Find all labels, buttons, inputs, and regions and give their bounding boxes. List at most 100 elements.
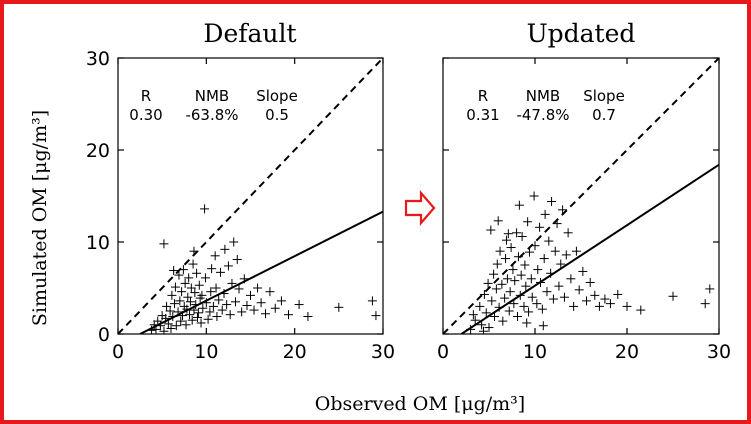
updated-point-32 — [516, 270, 526, 280]
updated-point-30 — [513, 252, 523, 262]
default-stat-value-2: 0.5 — [265, 106, 289, 124]
updated-point-69 — [582, 296, 592, 306]
updated-point-60 — [558, 205, 568, 215]
default-point-78 — [276, 296, 286, 306]
default-point-73 — [253, 283, 263, 293]
default-point-46 — [201, 298, 211, 308]
updated-point-48 — [537, 304, 547, 314]
default-point-81 — [303, 312, 313, 322]
default-fit-line — [139, 210, 383, 334]
updated-x-tick-label-0: 0 — [437, 341, 449, 363]
updated-point-7 — [484, 323, 494, 333]
updated-point-26 — [509, 299, 519, 309]
default-point-19 — [177, 287, 187, 297]
shared-y-axis-label: Simulated OM [μg/m³] — [29, 110, 51, 326]
updated-point-6 — [483, 278, 493, 288]
updated-stats-block: R NMB Slope 0.31 -47.8% 0.7 — [466, 87, 625, 124]
updated-point-51 — [542, 287, 552, 297]
updated-point-52 — [544, 236, 554, 246]
default-point-87 — [149, 320, 159, 330]
updated-point-31 — [515, 290, 525, 300]
default-point-17 — [175, 296, 185, 306]
updated-point-21 — [502, 274, 512, 284]
updated-stat-header-2: Slope — [583, 87, 625, 105]
default-point-62 — [225, 310, 235, 320]
updated-point-79 — [700, 299, 710, 309]
default-stat-header-0: R — [141, 87, 151, 105]
default-point-18 — [176, 316, 186, 326]
default-point-2 — [155, 321, 165, 331]
default-x-tick-label-3: 30 — [371, 341, 395, 363]
default-point-28 — [185, 310, 195, 320]
updated-point-8 — [486, 225, 496, 235]
updated-point-82 — [478, 326, 488, 334]
default-stat-value-1: -63.8% — [185, 106, 238, 124]
updated-point-35 — [520, 260, 530, 270]
default-point-23 — [180, 278, 190, 288]
default-point-7 — [163, 319, 173, 329]
updated-point-18 — [500, 293, 510, 303]
default-point-53 — [211, 283, 221, 293]
updated-point-55 — [548, 294, 558, 304]
updated-point-10 — [489, 269, 499, 279]
updated-point-27 — [510, 276, 520, 286]
updated-one-to-one-line — [443, 58, 719, 334]
default-point-85 — [159, 239, 169, 249]
default-y-tick-label-0: 0 — [98, 324, 110, 346]
updated-stat-value-2: 0.7 — [592, 106, 616, 124]
updated-point-68 — [578, 266, 588, 276]
updated-point-86 — [522, 318, 532, 328]
updated-point-17 — [498, 316, 508, 326]
updated-point-87 — [538, 321, 548, 331]
updated-x-tick-label-3: 30 — [707, 341, 731, 363]
updated-stat-value-0: 0.31 — [466, 106, 499, 124]
default-marks: 0 10 20 30 0 10 20 30 — [86, 48, 395, 363]
updated-point-64 — [566, 274, 576, 284]
default-point-13 — [170, 282, 180, 292]
default-point-1 — [153, 316, 163, 326]
default-point-35 — [191, 300, 201, 310]
updated-fit-line — [460, 163, 719, 334]
updated-point-54 — [547, 197, 557, 207]
updated-point-12 — [491, 284, 501, 294]
updated-point-56 — [550, 246, 560, 256]
updated-point-5 — [481, 308, 491, 318]
updated-point-77 — [636, 305, 646, 315]
default-point-51 — [208, 301, 218, 311]
default-point-79 — [283, 310, 293, 320]
updated-point-44 — [532, 299, 542, 309]
default-point-14 — [171, 321, 181, 331]
default-point-88 — [169, 266, 179, 276]
updated-point-16 — [497, 279, 507, 289]
default-point-34 — [190, 288, 200, 298]
default-point-58 — [219, 289, 229, 299]
updated-point-85 — [514, 200, 524, 210]
updated-point-43 — [530, 241, 540, 251]
default-point-15 — [173, 307, 183, 317]
default-point-10 — [167, 290, 177, 300]
default-point-77 — [270, 303, 280, 313]
updated-point-13 — [492, 259, 502, 269]
updated-point-83 — [493, 216, 503, 226]
default-point-71 — [246, 290, 255, 300]
default-y-tick-label-1: 10 — [86, 232, 110, 254]
updated-point-46 — [535, 222, 545, 232]
default-stat-value-0: 0.30 — [129, 106, 162, 124]
default-stat-header-1: NMB — [195, 87, 229, 105]
updated-point-37 — [523, 217, 533, 227]
default-point-11 — [168, 312, 178, 322]
updated-point-49 — [539, 254, 549, 264]
default-point-39 — [194, 280, 204, 290]
default-point-30 — [186, 283, 196, 293]
updated-point-59 — [556, 259, 566, 269]
updated-point-24 — [506, 243, 516, 253]
updated-point-38 — [524, 307, 534, 317]
updated-point-66 — [571, 246, 581, 256]
updated-point-58 — [554, 281, 564, 291]
updated-marks: 0 10 20 30 — [437, 57, 731, 363]
updated-stat-header-1: NMB — [526, 87, 560, 105]
updated-point-65 — [569, 301, 579, 311]
updated-point-75 — [613, 289, 623, 299]
